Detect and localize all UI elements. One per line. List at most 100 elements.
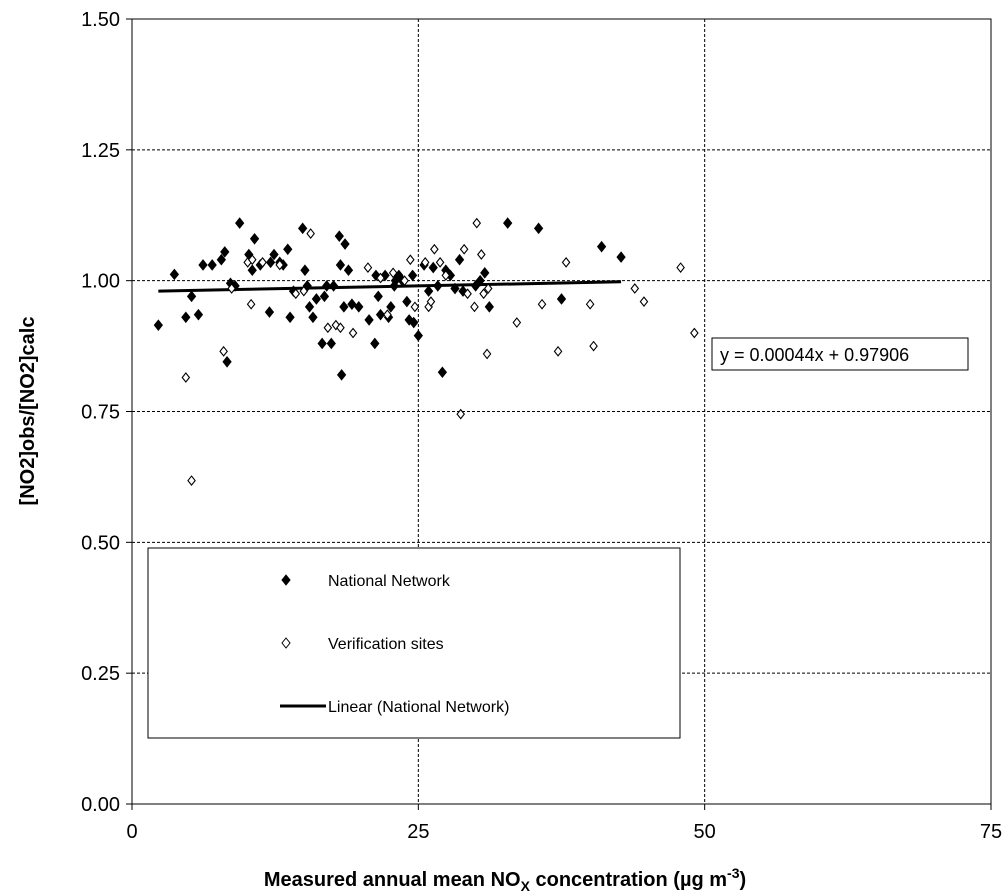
- data-point-national-network: [475, 274, 485, 287]
- data-point-national-network: [373, 290, 383, 303]
- data-point-national-network: [328, 280, 339, 292]
- data-point-national-network: [503, 217, 513, 229]
- data-point-verification-site: [441, 270, 451, 281]
- data-point-national-network: [285, 311, 295, 324]
- equation-box: [711, 337, 969, 371]
- data-point-verification-site: [420, 256, 430, 268]
- data-point-national-network: [181, 311, 191, 324]
- data-point-verification-site: [306, 228, 315, 239]
- data-point-national-network: [198, 259, 208, 271]
- data-point-verification-site: [219, 345, 228, 357]
- data-point-verification-site: [363, 262, 373, 273]
- data-point-national-network: [216, 253, 226, 266]
- data-point-national-network: [311, 293, 322, 305]
- data-point-national-network: [370, 337, 380, 350]
- data-point-national-network: [433, 280, 443, 292]
- legend-label-linear-trendline: Linear (National Network): [328, 699, 509, 716]
- data-point-national-network: [480, 267, 490, 279]
- data-point-verification-site: [512, 317, 522, 328]
- x-axis-title-subscript: X: [521, 878, 531, 894]
- y-tick-label: 1.00: [81, 271, 120, 293]
- legend-open-diamond-icon: [281, 637, 291, 649]
- x-tick-label: 50: [694, 821, 716, 843]
- data-point-national-network: [347, 298, 357, 311]
- data-point-verification-site: [483, 283, 493, 294]
- data-point-national-network: [334, 230, 344, 242]
- data-point-verification-site: [477, 249, 486, 260]
- data-point-national-network: [304, 301, 315, 313]
- data-point-national-network: [424, 285, 434, 297]
- data-point-national-network: [264, 306, 275, 318]
- data-point-national-network: [407, 269, 418, 282]
- x-tick-label: 75: [980, 821, 1002, 843]
- data-point-national-network: [322, 280, 332, 292]
- data-point-national-network: [404, 314, 414, 326]
- data-point-verification-site: [376, 272, 385, 284]
- y-tick-label: 0.00: [81, 794, 120, 816]
- data-points: [153, 217, 699, 486]
- data-point-verification-site: [383, 309, 392, 321]
- data-point-verification-site: [589, 340, 598, 352]
- data-point-national-network: [207, 259, 217, 271]
- data-point-verification-site: [181, 372, 191, 383]
- y-tick-label: 0.25: [81, 663, 120, 685]
- data-point-verification-site: [479, 288, 488, 300]
- legend-filled-diamond-icon: [281, 574, 291, 586]
- data-point-verification-site: [690, 327, 699, 339]
- data-point-verification-site: [426, 296, 436, 307]
- data-point-verification-site: [676, 262, 685, 273]
- data-point-verification-site: [639, 296, 649, 307]
- data-point-national-network: [186, 290, 197, 303]
- y-axis-ticks: 0.00 0.25 0.50 0.75 1.00 1.25 1.50: [81, 9, 132, 816]
- data-point-national-network: [340, 238, 350, 250]
- data-point-verification-site: [275, 259, 285, 271]
- data-point-national-network: [386, 301, 396, 313]
- y-axis-title: [NO2]obs/[NO2]calc: [17, 317, 39, 506]
- data-point-national-network: [484, 301, 494, 313]
- data-point-national-network: [343, 264, 354, 277]
- data-point-national-network: [326, 337, 336, 350]
- data-point-national-network: [169, 268, 180, 281]
- data-point-national-network: [269, 248, 279, 261]
- data-point-national-network: [308, 311, 318, 324]
- data-point-verification-site: [247, 254, 257, 266]
- data-point-national-network: [247, 264, 257, 277]
- x-axis-title: Measured annual mean NOX concentration (…: [264, 865, 746, 894]
- data-point-verification-site: [336, 322, 345, 334]
- data-point-national-network: [533, 222, 544, 235]
- data-point-verification-site: [472, 217, 482, 229]
- data-point-verification-site: [435, 256, 445, 268]
- x-axis-title-rest: concentration (µg m: [530, 869, 727, 891]
- data-point-national-network: [556, 293, 567, 305]
- x-axis-title-superscript: -3: [727, 865, 740, 881]
- data-point-national-network: [616, 251, 626, 263]
- data-point-national-network: [454, 253, 465, 266]
- data-point-verification-site: [482, 348, 492, 360]
- data-point-national-network: [413, 329, 423, 342]
- data-point-verification-site: [258, 256, 267, 268]
- data-point-national-network: [220, 246, 230, 258]
- gridlines: [132, 19, 991, 804]
- y-tick-label: 1.50: [81, 9, 120, 31]
- data-point-verification-site: [585, 298, 595, 310]
- trendline-equation: y = 0.00044x + 0.97906: [711, 337, 969, 371]
- data-point-verification-site: [187, 475, 196, 486]
- x-tick-label: 25: [407, 821, 429, 843]
- data-point-verification-site: [456, 408, 466, 420]
- data-point-verification-site: [537, 298, 547, 310]
- data-point-verification-site: [470, 301, 479, 313]
- x-tick-label: 0: [126, 821, 137, 843]
- data-point-national-network: [336, 369, 347, 381]
- data-point-verification-site: [323, 322, 333, 334]
- data-point-national-network: [354, 301, 364, 313]
- data-point-national-network: [437, 366, 448, 379]
- data-point-national-network: [265, 256, 276, 269]
- data-point-national-network: [364, 314, 374, 326]
- data-point-national-network: [283, 243, 293, 256]
- x-axis-ticks: 0 25 50 75: [126, 804, 1002, 843]
- data-point-verification-site: [561, 256, 571, 268]
- data-point-verification-site: [299, 285, 309, 297]
- data-point-verification-site: [291, 288, 301, 300]
- data-point-national-network: [317, 337, 327, 350]
